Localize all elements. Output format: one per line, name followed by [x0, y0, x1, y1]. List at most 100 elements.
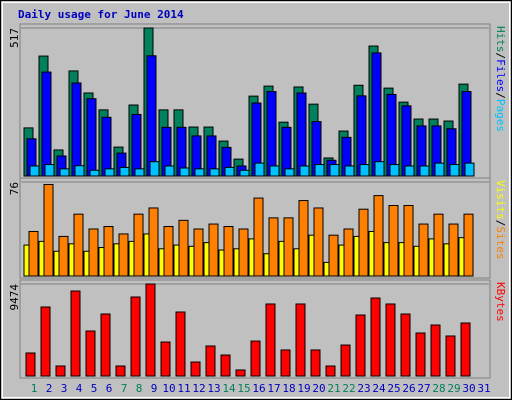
x-tick-label: 30 — [462, 382, 475, 395]
bar — [266, 91, 277, 177]
bar — [145, 283, 156, 377]
bar — [41, 71, 52, 177]
y-tick-label: 517 — [8, 28, 21, 48]
x-tick-label: 23 — [357, 382, 370, 395]
bar — [370, 297, 381, 377]
bar — [340, 344, 351, 377]
bar — [73, 213, 84, 277]
bar — [58, 235, 69, 277]
bar — [86, 98, 97, 177]
bar — [280, 349, 291, 377]
legend: KBytes — [494, 282, 507, 322]
bar — [85, 330, 96, 377]
bar — [314, 164, 325, 177]
x-tick-label: 22 — [342, 382, 355, 395]
legend-entry: Visits — [494, 180, 507, 220]
bar — [193, 228, 204, 277]
bar — [386, 93, 397, 177]
chart-title: Daily usage for June 2014 — [18, 8, 184, 21]
bar — [178, 219, 189, 277]
bar — [71, 82, 82, 177]
x-tick-label: 2 — [46, 382, 53, 395]
x-tick-label: 5 — [91, 382, 98, 395]
bar — [115, 365, 126, 377]
bar — [29, 165, 40, 177]
legend-entry: Files — [494, 59, 507, 92]
bar — [355, 314, 366, 377]
x-tick-label: 8 — [136, 382, 143, 395]
bar — [163, 226, 174, 277]
bar — [100, 313, 111, 377]
bar — [284, 168, 295, 177]
bar — [119, 166, 130, 177]
bar — [358, 208, 369, 277]
bar — [88, 228, 99, 277]
legend-entry: KBytes — [494, 282, 507, 322]
bar — [220, 354, 231, 377]
bar — [253, 197, 264, 277]
x-tick-label: 11 — [177, 382, 190, 395]
bar — [373, 195, 384, 277]
bar — [235, 369, 246, 377]
x-tick-label: 9 — [151, 382, 158, 395]
bar — [104, 168, 115, 177]
bar — [190, 361, 201, 377]
bar — [118, 233, 129, 277]
bar — [418, 223, 429, 277]
x-tick-label: 6 — [106, 382, 113, 395]
bar — [328, 234, 339, 277]
bar — [295, 303, 306, 377]
bar — [164, 165, 175, 177]
bar — [149, 161, 160, 177]
x-tick-label: 28 — [432, 382, 445, 395]
bar — [464, 162, 475, 177]
bar — [131, 113, 142, 177]
bar — [445, 335, 456, 377]
x-tick-label: 27 — [417, 382, 430, 395]
x-tick-label: 26 — [402, 382, 415, 395]
bar — [89, 169, 100, 177]
bar — [208, 223, 219, 277]
bar — [313, 207, 324, 277]
bar — [463, 213, 474, 277]
bar — [205, 345, 216, 377]
bar — [403, 205, 414, 277]
bar — [268, 217, 279, 277]
bar — [371, 52, 382, 177]
legend: Visits/Sites — [494, 180, 507, 260]
x-tick-label: 15 — [237, 382, 250, 395]
bar — [40, 306, 51, 377]
x-tick-label: 7 — [121, 382, 128, 395]
bar — [44, 164, 55, 177]
bar — [254, 162, 265, 177]
bar — [43, 183, 54, 277]
bar — [148, 207, 159, 277]
bar — [194, 168, 205, 177]
bar — [209, 168, 220, 177]
bar — [298, 200, 309, 277]
bar — [74, 165, 85, 177]
bar — [433, 213, 444, 277]
legend-entry: Pages — [494, 99, 507, 132]
legend-entry: Sites — [494, 226, 507, 259]
x-tick-label: 25 — [387, 382, 400, 395]
bar — [385, 303, 396, 377]
x-tick-label: 21 — [327, 382, 340, 395]
bar — [430, 324, 441, 377]
y-tick-label: 76 — [8, 182, 21, 195]
bar — [179, 167, 190, 177]
bar — [101, 116, 112, 177]
bar — [265, 303, 276, 377]
legend-separator: / — [494, 92, 507, 99]
x-tick-label: 12 — [192, 382, 205, 395]
bar — [70, 290, 81, 377]
x-tick-label: 29 — [447, 382, 460, 395]
legend-separator: / — [494, 220, 507, 227]
bar — [160, 341, 171, 377]
bar — [374, 161, 385, 177]
legend-entry: Hits — [494, 26, 507, 53]
bar — [223, 226, 234, 277]
bar — [269, 165, 280, 177]
x-tick-label: 19 — [297, 382, 310, 395]
